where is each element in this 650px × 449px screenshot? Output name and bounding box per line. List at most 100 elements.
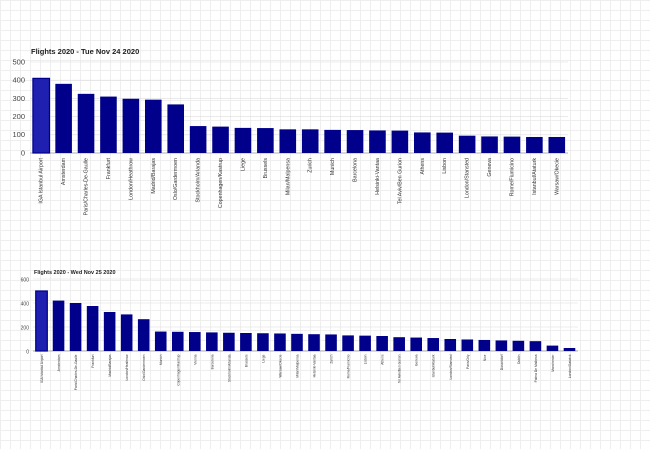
bar: [308, 334, 320, 351]
bar: [495, 340, 508, 351]
bar: [120, 314, 133, 351]
bar: [86, 306, 99, 351]
x-tick-label: Dusseldorf: [500, 354, 504, 370]
x-tick-label: Warsaw/Okecie: [278, 354, 282, 377]
x-tick-label: Tel Aviv/Ben Gurion: [398, 354, 402, 383]
bar: [52, 300, 65, 351]
bar: [563, 348, 576, 351]
bar: [413, 132, 431, 153]
bar: [391, 130, 409, 153]
x-tick-label: Istanbul/Ataturk: [532, 158, 538, 195]
bar: [206, 332, 218, 351]
bar: [77, 93, 95, 153]
y-tick-label: 300: [12, 94, 25, 103]
bar: [212, 126, 229, 153]
x-tick-label: Madrid/Barajas: [108, 354, 112, 377]
bar: [144, 99, 162, 153]
chart-title: Flights 2020 - Wed Nov 25 2020: [34, 270, 116, 276]
x-tick-label: Dublin: [517, 354, 521, 364]
x-tick-label: Barcelona: [210, 354, 214, 369]
x-tick-label: Stockholm/Arlanda: [196, 158, 202, 203]
bar: [32, 77, 51, 154]
y-tick-label: 100: [12, 130, 25, 139]
x-tick-label: Manchester: [551, 354, 555, 372]
x-tick-label: Lisbon: [442, 158, 448, 174]
bar: [154, 331, 167, 351]
bar: [240, 333, 252, 351]
y-tick-label: 0: [21, 148, 25, 157]
x-tick-label: IGA Istanbul Airport: [39, 157, 45, 203]
x-tick-label: Warsaw/Okecie: [554, 158, 560, 195]
y-tick-label: 400: [21, 301, 30, 307]
bar: [324, 129, 341, 153]
x-tick-label: Helsinki-Vantaa: [375, 158, 381, 195]
x-tick-label: London/Gatwick: [568, 354, 572, 378]
bar: [301, 129, 319, 153]
bar: [257, 333, 269, 351]
x-tick-label: Lisbon: [364, 354, 368, 364]
y-tick-label: 400: [12, 76, 25, 85]
bar: [167, 104, 185, 153]
x-tick-label: Brussels: [244, 354, 248, 367]
x-tick-label: Vienna: [193, 354, 197, 364]
bar: [171, 331, 184, 351]
x-tick-label: Geneva: [487, 158, 493, 177]
x-tick-label: Oslo/Gardermoen: [173, 158, 179, 200]
bar: [503, 136, 521, 153]
bar: [103, 312, 116, 351]
chart-flights-nov-24: Flights 2020 - Tue Nov 24 2020 0 100 200 300…: [0, 44, 650, 224]
bar: [291, 333, 303, 351]
bar: [458, 135, 476, 153]
x-tick-label: Zurich: [308, 158, 314, 173]
x-tick-label: Frankfurt: [106, 157, 112, 179]
bar: [223, 332, 235, 351]
x-tick-label: Munich: [159, 354, 163, 365]
bar: [234, 127, 252, 153]
bar: [189, 332, 201, 351]
x-tick-label: Geneva: [415, 354, 419, 366]
x-tick-label: Copenhagen/Kastrup: [176, 354, 180, 385]
chart-2-svg: Flights 2020 - Wed Nov 25 2020 0 200 400 600…: [21, 270, 578, 390]
chart-1-svg: Flights 2020 - Tue Nov 24 2020 0 100 200 300…: [12, 47, 568, 215]
bar: [427, 338, 440, 351]
y-tick-label: 500: [12, 57, 25, 66]
chart-flights-nov-25: Flights 2020 - Wed Nov 25 2020 0 200 400 600…: [0, 265, 650, 405]
x-tick-label: Paris/Orly: [466, 354, 470, 369]
x-tick-label: Athens: [420, 158, 426, 175]
bar: [444, 339, 457, 351]
x-tick-label: Paris/Charles-De-Gaulle: [74, 354, 78, 390]
bar: [137, 319, 150, 351]
x-tick-label: Nice: [483, 354, 487, 361]
bar: [279, 129, 297, 153]
bar: [481, 136, 498, 153]
x-tick-label: London/Stansted: [449, 354, 453, 379]
x-tick-label: London/Stansted: [465, 158, 471, 198]
x-tick-label: Tel Aviv/Ben Gurion: [397, 158, 403, 204]
y-tick-label: 200: [12, 112, 25, 121]
x-tick-label: Athens: [381, 354, 385, 365]
x-tick-label: Palma De Mallorca: [534, 354, 538, 382]
bar: [393, 337, 405, 351]
x-tick-label: Stockholm/Arlanda: [227, 354, 231, 382]
bar: [461, 339, 474, 351]
y-tick-label: 200: [21, 325, 30, 331]
bar: [529, 341, 542, 351]
x-tick-label: Helsinki-Vantaa: [313, 354, 317, 377]
x-tick-label: Amsterdam: [61, 157, 67, 185]
x-tick-label: Frankfurt: [91, 354, 95, 367]
bar: [274, 333, 286, 351]
x-tick-label: Paris/Charles-De-Gaulle: [84, 158, 90, 215]
bar: [548, 136, 566, 153]
x-tick-label: Munich: [330, 158, 336, 175]
bar: [376, 336, 388, 351]
x-tick-label: Milan/Malpensa: [295, 354, 299, 377]
chart-title: Flights 2020 - Tue Nov 24 2020: [31, 47, 139, 56]
x-tick-label: IGA Istanbul Airport: [40, 354, 44, 382]
bar: [546, 345, 559, 351]
bar: [526, 136, 543, 153]
bar: [359, 335, 371, 351]
x-tick-label: Rome/Fiumicino: [509, 158, 515, 196]
bar: [436, 132, 454, 153]
bar: [325, 334, 337, 351]
x-tick-label: Liege: [240, 158, 246, 171]
